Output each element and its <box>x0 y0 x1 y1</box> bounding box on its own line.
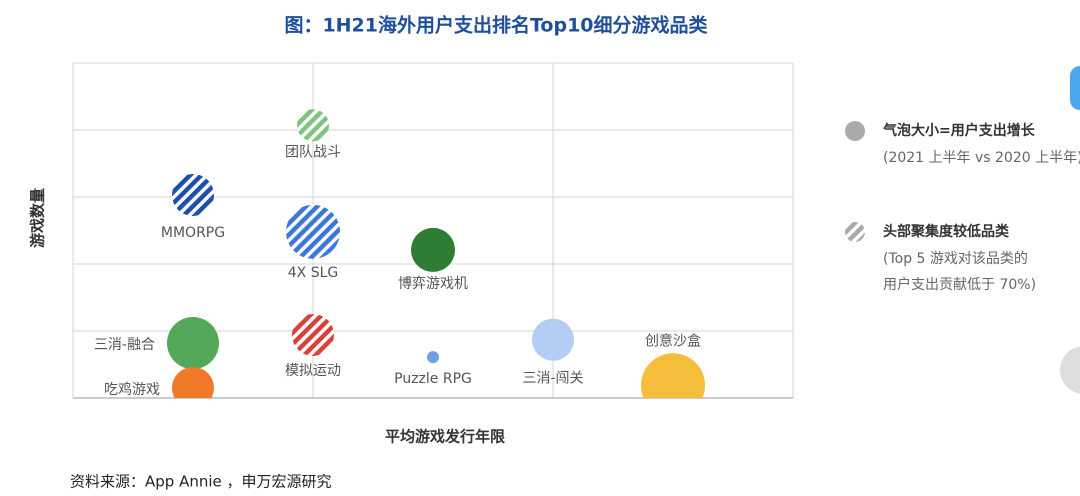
bubble <box>172 366 214 398</box>
bubble <box>411 227 455 272</box>
bubble-label: 创意沙盒 <box>645 332 701 349</box>
bubble-label: 吃鸡游戏 <box>104 381 160 398</box>
legend-label: 头部聚集度较低品类 <box>883 223 1010 240</box>
chart-title: 图：1H21海外用户支出排名Top10细分游戏品类 <box>284 14 707 37</box>
bubble <box>532 318 574 361</box>
y-axis-label: 游戏数量 <box>29 188 47 248</box>
edge-decoration <box>1060 346 1080 394</box>
bubble-label: 4X SLG <box>288 265 338 281</box>
bubbles <box>167 109 705 398</box>
legend-marker <box>845 121 865 141</box>
x-axis-label: 平均游戏发行年限 <box>385 428 505 446</box>
bubble <box>427 351 439 364</box>
bubble <box>172 173 214 216</box>
bubble <box>292 314 334 357</box>
legend-note: (2021 上半年 vs 2020 上半年) <box>883 150 1080 166</box>
bubble-label: 模拟运动 <box>285 363 341 379</box>
bubble-label: 三消-闯关 <box>522 371 583 387</box>
bubble <box>297 109 329 142</box>
legend-label: 气泡大小=用户支出增长 <box>882 122 1036 139</box>
legend-note: (Top 5 游戏对该品类的 <box>883 251 1028 267</box>
bubble <box>286 204 340 259</box>
bubble-label: 团队战斗 <box>285 144 341 160</box>
legend-note: 用户支出贡献低于 70%) <box>883 276 1036 293</box>
legend-marker <box>845 222 865 242</box>
edge-decoration <box>1070 66 1080 110</box>
bubble-label: MMORPG <box>161 225 225 241</box>
bubble-label: 三消-融合 <box>94 337 155 353</box>
bubble <box>641 353 705 398</box>
bubble-label: Puzzle RPG <box>394 371 472 387</box>
bubble-label: 博弈游戏机 <box>398 275 468 292</box>
legend: 气泡大小=用户支出增长 (2021 上半年 vs 2020 上半年) 头部聚集度较低… <box>845 121 1080 293</box>
bubble <box>167 317 219 370</box>
source: 资料来源：App Annie ，申万宏源研究 <box>70 473 332 491</box>
